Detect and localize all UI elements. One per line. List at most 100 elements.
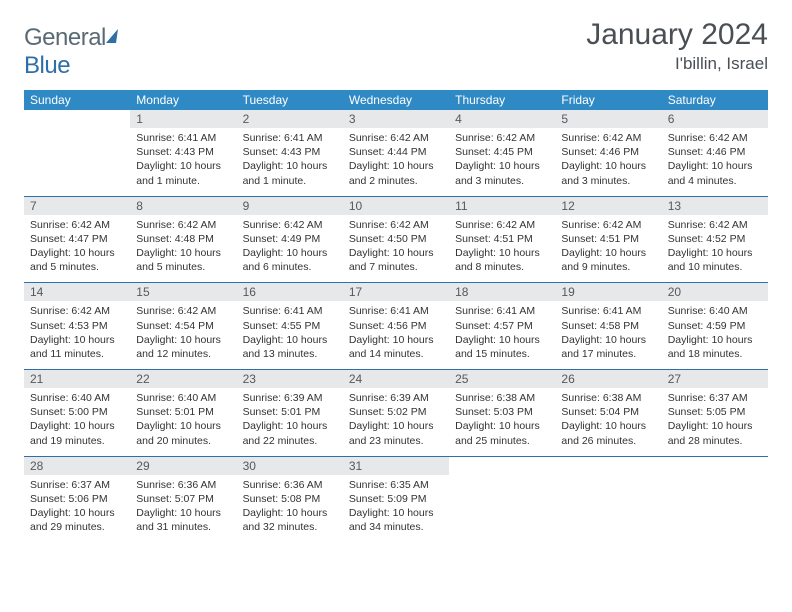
day-content-row: Sunrise: 6:42 AM Sunset: 4:53 PMDaylight:… xyxy=(24,301,768,369)
day-cell: Sunrise: 6:41 AMSunset: 4:43 PMDaylight:… xyxy=(130,128,236,196)
day-cell: Sunrise: 6:36 AMSunset: 5:07 PMDaylight:… xyxy=(130,475,236,543)
sunset: Sunset: 4:49 PM xyxy=(243,232,337,246)
sunrise: Sunrise: 6:42 AM xyxy=(668,218,762,232)
title-block: January 2024 I'billin, Israel xyxy=(586,18,768,74)
sunset: Sunset: 4:58 PM xyxy=(561,319,655,333)
daylight: Daylight: 10 hours and 11 minutes. xyxy=(30,333,124,361)
sunset: Sunset: 5:01 PM xyxy=(243,405,337,419)
day-number: 31 xyxy=(343,457,449,475)
day-number: 12 xyxy=(555,197,661,215)
sunrise: Sunrise: 6:39 AM xyxy=(349,391,443,405)
sunset: Sunset: 4:47 PM xyxy=(30,232,124,246)
sunset: Sunset: 4:59 PM xyxy=(668,319,762,333)
daylight: Daylight: 10 hours and 5 minutes. xyxy=(136,246,230,274)
daylight: Daylight: 10 hours and 34 minutes. xyxy=(349,506,443,534)
sunset: Sunset: 4:54 PM xyxy=(136,319,230,333)
daylight: Daylight: 10 hours and 26 minutes. xyxy=(561,419,655,447)
day-number xyxy=(24,110,130,128)
sunrise: Sunrise: 6:42 AM xyxy=(30,218,124,232)
day-content-row: Sunrise: 6:40 AMSunset: 5:00 PMDaylight:… xyxy=(24,388,768,456)
sunrise: Sunrise: 6:42 AM xyxy=(349,131,443,145)
sunrise: Sunrise: 6:42 AM xyxy=(455,131,549,145)
day-cell: Sunrise: 6:42 AMSunset: 4:52 PMDaylight:… xyxy=(662,215,768,283)
day-cell: Sunrise: 6:38 AMSunset: 5:04 PMDaylight:… xyxy=(555,388,661,456)
day-number-row: 21222324252627 xyxy=(24,370,768,388)
day-cell: Sunrise: 6:37 AMSunset: 5:05 PMDaylight:… xyxy=(662,388,768,456)
dayname: Friday xyxy=(555,90,661,110)
sunrise: Sunrise: 6:42 AM xyxy=(136,218,230,232)
sunrise: Sunrise: 6:42 AM xyxy=(349,218,443,232)
day-number: 10 xyxy=(343,197,449,215)
daylight: Daylight: 10 hours and 19 minutes. xyxy=(30,419,124,447)
sunset: Sunset: 4:44 PM xyxy=(349,145,443,159)
day-header-row: Sunday Monday Tuesday Wednesday Thursday… xyxy=(24,90,768,110)
daylight: Daylight: 10 hours and 10 minutes. xyxy=(668,246,762,274)
sunrise: Sunrise: 6:41 AM xyxy=(243,131,337,145)
sunset: Sunset: 5:04 PM xyxy=(561,405,655,419)
day-content-row: Sunrise: 6:42 AMSunset: 4:47 PMDaylight:… xyxy=(24,215,768,283)
header: General Blue January 2024 I'billin, Isra… xyxy=(24,18,768,80)
daylight: Daylight: 10 hours and 31 minutes. xyxy=(136,506,230,534)
day-cell xyxy=(24,128,130,196)
sunrise: Sunrise: 6:37 AM xyxy=(30,478,124,492)
daylight: Daylight: 10 hours and 1 minute. xyxy=(136,159,230,187)
sunrise: Sunrise: 6:37 AM xyxy=(668,391,762,405)
sunset: Sunset: 4:45 PM xyxy=(455,145,549,159)
sunrise: Sunrise: 6:36 AM xyxy=(243,478,337,492)
sunrise: Sunrise: 6:42 AM xyxy=(668,131,762,145)
sunrise: Sunrise: 6:42 AM xyxy=(561,218,655,232)
day-number: 13 xyxy=(662,197,768,215)
day-cell: Sunrise: 6:41 AMSunset: 4:58 PMDaylight:… xyxy=(555,301,661,369)
day-number: 19 xyxy=(555,283,661,301)
day-number xyxy=(555,457,661,475)
sunrise: Sunrise: 6:38 AM xyxy=(455,391,549,405)
day-number xyxy=(449,457,555,475)
day-number: 1 xyxy=(130,110,236,128)
day-cell: Sunrise: 6:42 AMSunset: 4:45 PMDaylight:… xyxy=(449,128,555,196)
day-cell xyxy=(449,475,555,543)
sunset: Sunset: 4:53 PM xyxy=(30,319,124,333)
day-content-row: Sunrise: 6:41 AMSunset: 4:43 PMDaylight:… xyxy=(24,128,768,196)
sunrise: Sunrise: 6:36 AM xyxy=(136,478,230,492)
sunrise: Sunrise: 6:35 AM xyxy=(349,478,443,492)
day-number: 23 xyxy=(237,370,343,388)
day-number: 2 xyxy=(237,110,343,128)
day-number-row: 123456 xyxy=(24,110,768,128)
logo-part1: General xyxy=(24,24,106,51)
page-title: January 2024 xyxy=(586,18,768,52)
daylight: Daylight: 10 hours and 32 minutes. xyxy=(243,506,337,534)
day-number: 25 xyxy=(449,370,555,388)
sunrise: Sunrise: 6:42 AM xyxy=(136,304,230,318)
sunrise: Sunrise: 6:41 AM xyxy=(136,131,230,145)
sunset: Sunset: 5:07 PM xyxy=(136,492,230,506)
sunset: Sunset: 4:46 PM xyxy=(668,145,762,159)
sunrise: Sunrise: 6:41 AM xyxy=(349,304,443,318)
day-number-row: 28293031 xyxy=(24,457,768,475)
day-cell: Sunrise: 6:42 AMSunset: 4:48 PMDaylight:… xyxy=(130,215,236,283)
day-number xyxy=(662,457,768,475)
logo-part2: Blue xyxy=(24,52,70,79)
sunset: Sunset: 4:46 PM xyxy=(561,145,655,159)
sunrise: Sunrise: 6:41 AM xyxy=(243,304,337,318)
day-number: 30 xyxy=(237,457,343,475)
sunrise: Sunrise: 6:42 AM xyxy=(561,131,655,145)
logo-triangle-icon xyxy=(106,29,118,43)
day-cell: Sunrise: 6:40 AMSunset: 5:01 PMDaylight:… xyxy=(130,388,236,456)
sunrise: Sunrise: 6:39 AM xyxy=(243,391,337,405)
day-number: 6 xyxy=(662,110,768,128)
sunset: Sunset: 5:08 PM xyxy=(243,492,337,506)
sunset: Sunset: 4:43 PM xyxy=(243,145,337,159)
day-number: 21 xyxy=(24,370,130,388)
daylight: Daylight: 10 hours and 9 minutes. xyxy=(561,246,655,274)
day-cell: Sunrise: 6:42 AMSunset: 4:53 PMDaylight:… xyxy=(24,301,130,369)
sunset: Sunset: 4:55 PM xyxy=(243,319,337,333)
day-number: 5 xyxy=(555,110,661,128)
sunset: Sunset: 5:06 PM xyxy=(30,492,124,506)
day-cell: Sunrise: 6:39 AMSunset: 5:02 PMDaylight:… xyxy=(343,388,449,456)
sunset: Sunset: 4:56 PM xyxy=(349,319,443,333)
sunrise: Sunrise: 6:40 AM xyxy=(30,391,124,405)
day-cell: Sunrise: 6:42 AMSunset: 4:50 PMDaylight:… xyxy=(343,215,449,283)
day-cell: Sunrise: 6:42 AMSunset: 4:47 PMDaylight:… xyxy=(24,215,130,283)
sunset: Sunset: 5:02 PM xyxy=(349,405,443,419)
sunrise: Sunrise: 6:38 AM xyxy=(561,391,655,405)
